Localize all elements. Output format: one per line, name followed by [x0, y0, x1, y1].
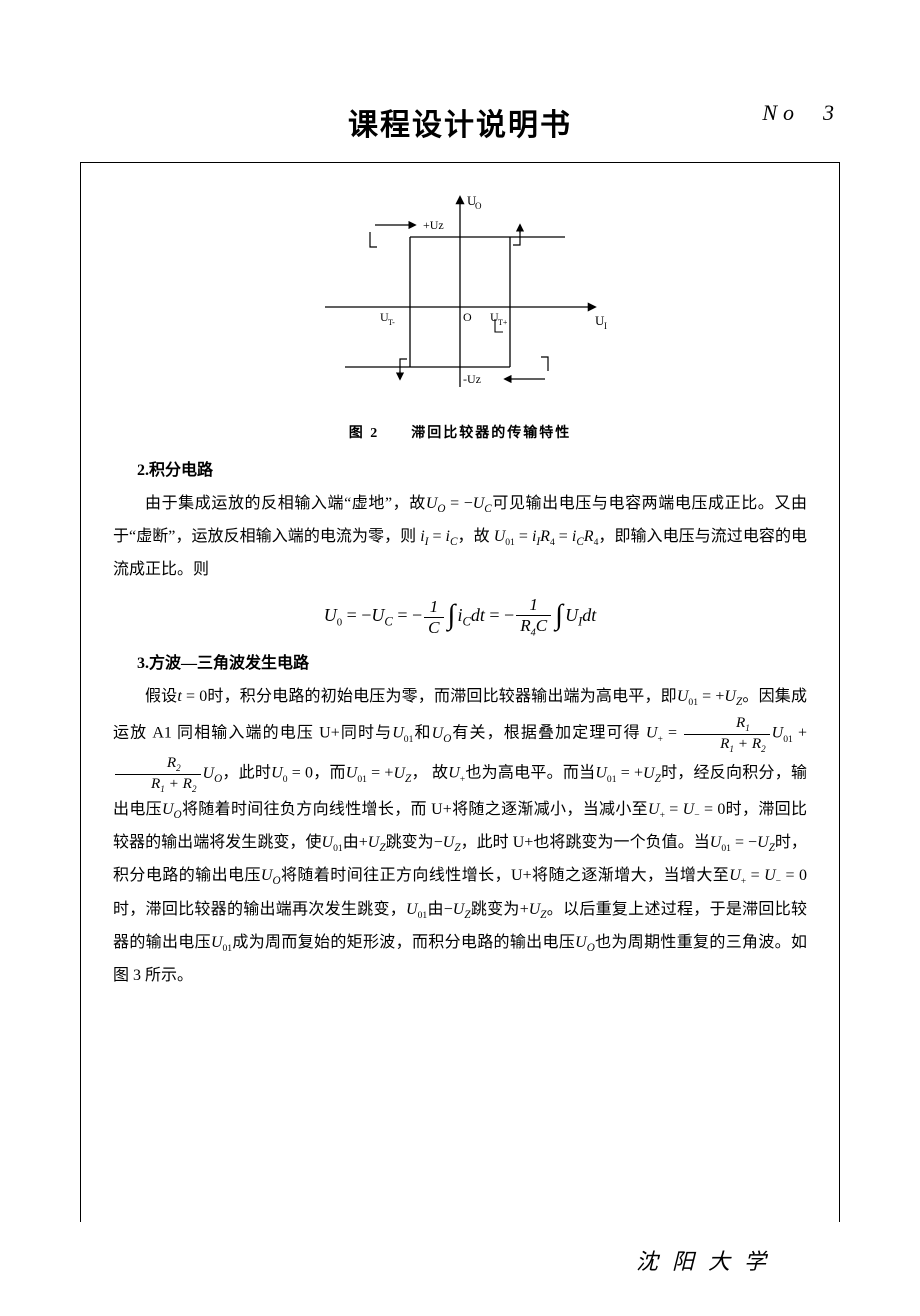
page: 课程设计说明书 No 3 U O U I O	[0, 0, 920, 1316]
figure-2-caption: 图 2 滞回比较器的传输特性	[109, 422, 811, 442]
s3-f: ，此时	[222, 765, 271, 782]
doc-title: 课程设计说明书	[348, 100, 572, 144]
s3-t: 跳变为	[471, 901, 520, 918]
s3-q: 将随着时间往正方向线性增长，U+将随之逐渐增大，当增大至	[281, 867, 730, 884]
section-2-para: 由于集成运放的反相输入端“虚地”，故UO = −UC可见输出电压与电容两端电压成…	[113, 488, 807, 587]
s3-k: 将随着时间往负方向线性增长，而 U+将随之逐渐减小，当减小至	[182, 801, 648, 818]
s3-b: 时，积分电路的初始电压为零，而滞回比较器输出端为高电平，即	[207, 688, 677, 705]
s2-text-a: 由于集成运放的反相输入端“虚地”，故	[145, 495, 426, 512]
s2-text-c: ，故	[457, 528, 489, 545]
axis-ui-sub: I	[604, 321, 607, 331]
s3-r: 时，滞回比较器的输出端再次发生跳变，	[113, 901, 406, 918]
s3-i: 也为高电平。而当	[465, 765, 595, 782]
s3-e: 有关，根据叠加定理可得	[451, 725, 640, 742]
section-3-para: 假设t = 0时，积分电路的初始电压为零，而滞回比较器输出端为高电平，即U01 …	[113, 681, 807, 993]
header-row: 课程设计说明书 No 3	[80, 100, 840, 144]
footer-university: 沈阳大学	[80, 1222, 840, 1276]
integral-equation: U0 = −UC = −1C∫iCdt = −1R4C∫UIdt	[109, 595, 811, 639]
s3-n: 跳变为	[386, 834, 434, 851]
s3-v: 成为周而复始的矩形波，而积分电路的输出电压	[232, 934, 575, 951]
s3-m: 由	[343, 834, 359, 851]
svg-text:T-: T-	[388, 318, 395, 327]
minus-uz-label: -Uz	[463, 372, 481, 386]
figure-2: U O U I O	[109, 187, 811, 402]
hysteresis-diagram: U O U I O	[295, 187, 625, 397]
s3-o: ，此时 U+也将跳变为一个负值。当	[461, 834, 710, 851]
page-no-value: 3	[823, 100, 840, 125]
s3-h: ， 故	[411, 765, 448, 782]
svg-text:T+: T+	[498, 318, 508, 327]
section-2-title: 2.积分电路	[137, 456, 811, 480]
s3-a: 假设	[145, 688, 177, 705]
section-3-title: 3.方波—三角波发生电路	[137, 649, 811, 673]
content-frame: U O U I O	[80, 162, 840, 1222]
page-number: No 3	[762, 100, 840, 126]
origin-label: O	[463, 310, 472, 324]
page-no-label: No	[762, 100, 800, 125]
s3-d: 和	[413, 725, 431, 742]
axis-uo-sub: O	[475, 201, 482, 211]
s3-s: 由	[427, 901, 444, 918]
plus-uz-label: +Uz	[423, 218, 444, 232]
s3-g: ，而	[313, 765, 346, 782]
